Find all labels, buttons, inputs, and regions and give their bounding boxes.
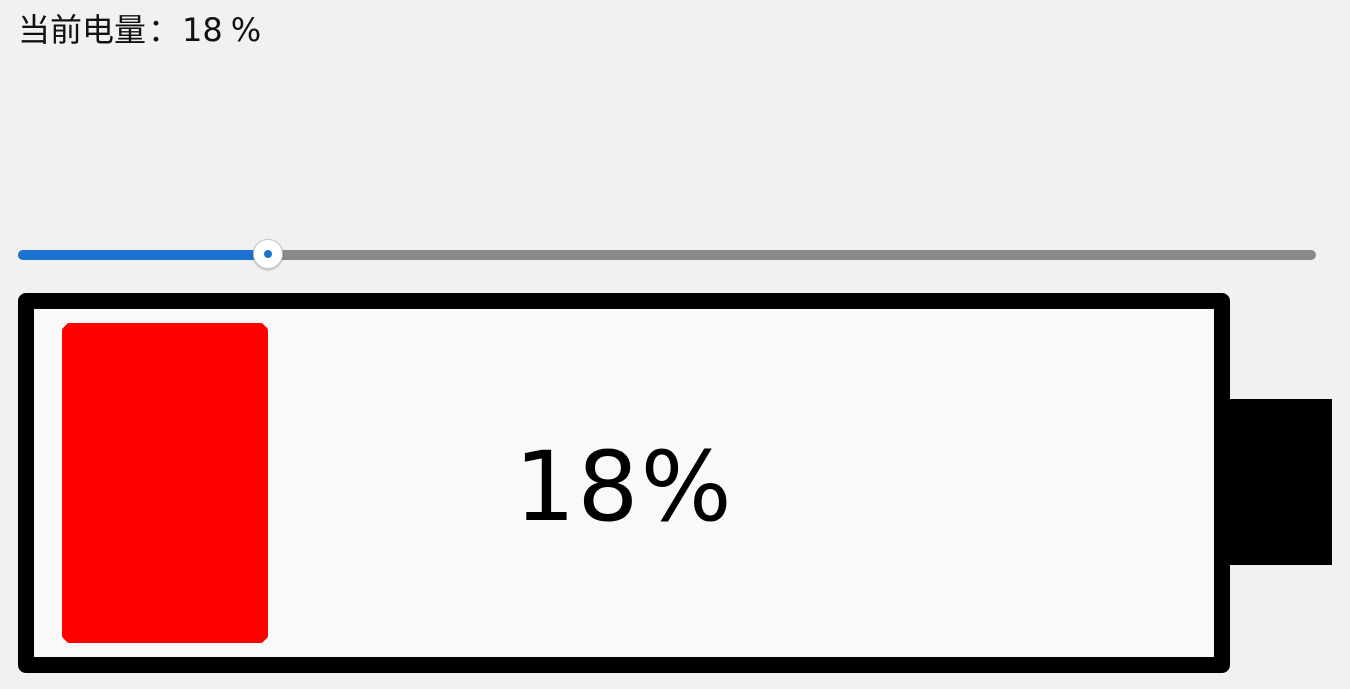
battery-percent-text: 18% (514, 431, 734, 543)
battery-terminal-cap (1230, 399, 1332, 565)
slider-track[interactable] (18, 250, 1316, 260)
battery-body: 18% (18, 293, 1230, 673)
status-value: 18 (182, 11, 223, 49)
status-label-text: 当前电量 (18, 11, 147, 49)
slider-thumb[interactable] (253, 239, 283, 269)
status-unit: % (230, 11, 262, 49)
battery-indicator: 18% (18, 293, 1332, 673)
status-separator: ： (148, 11, 181, 49)
slider-fill (18, 250, 268, 260)
slider-thumb-dot (264, 250, 272, 258)
battery-level-fill (62, 323, 268, 643)
battery-level-slider[interactable] (18, 234, 1316, 276)
battery-status-label: 当前电量：18% (18, 8, 261, 52)
